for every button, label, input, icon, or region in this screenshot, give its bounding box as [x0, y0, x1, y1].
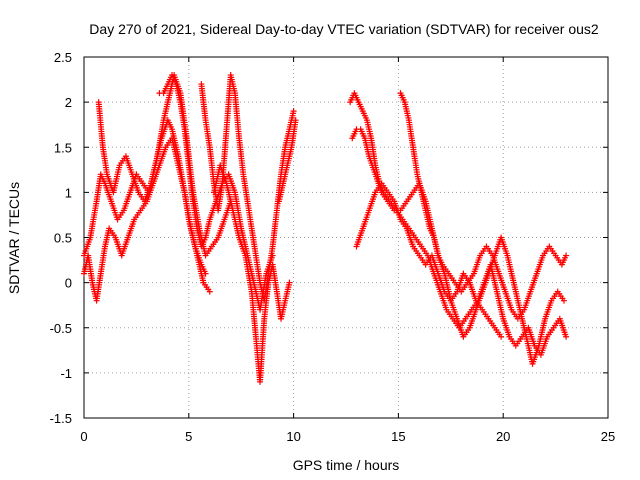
x-tick-label: 20 [496, 429, 510, 444]
chart-title: Day 270 of 2021, Sidereal Day-to-day VTE… [89, 21, 599, 37]
data-point [563, 333, 570, 340]
y-axis-label: SDTVAR / TECUs [6, 182, 22, 294]
y-tick-label: 2.5 [54, 50, 72, 65]
y-tick-label: 0.5 [54, 231, 72, 246]
y-tick-label: 1.5 [54, 140, 72, 155]
plot-frame [83, 56, 609, 419]
y-tick-label: 0 [65, 276, 72, 291]
data-point [560, 297, 567, 304]
x-axis-label: GPS time / hours [293, 457, 400, 473]
tick-labels: 0 5 10 15 20 25 -1.5 -1 -0.5 0 0.5 1 1.5 2 2.5 [50, 50, 616, 444]
data-point [292, 117, 299, 124]
y-tick-label: -1.5 [50, 411, 72, 426]
grid [84, 57, 608, 418]
data-point [206, 288, 213, 295]
y-tick-label: 2 [65, 95, 72, 110]
y-tick-label: -0.5 [50, 321, 72, 336]
data-markers [81, 72, 570, 385]
x-tick-label: 10 [286, 429, 300, 444]
x-tick-label: 5 [185, 429, 192, 444]
data-point [563, 252, 570, 259]
data-point [290, 108, 297, 115]
y-tick-label: 1 [65, 185, 72, 200]
data-point [286, 279, 293, 286]
y-tick-label: -1 [60, 366, 72, 381]
data-point [498, 333, 505, 340]
x-tick-label: 25 [601, 429, 615, 444]
x-tick-label: 0 [80, 429, 87, 444]
x-tick-label: 15 [391, 429, 405, 444]
